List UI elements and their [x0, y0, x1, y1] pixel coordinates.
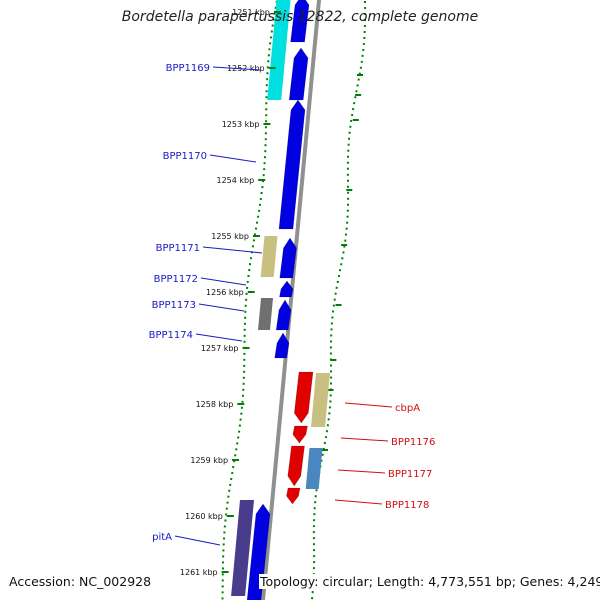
tick-label: 1258 kbp — [196, 400, 234, 409]
gene-label: BPP1169 — [166, 63, 210, 74]
cds-arrow — [246, 503, 271, 600]
label-leader — [195, 333, 243, 342]
label-leader — [200, 277, 247, 286]
tick-label: 1257 kbp — [201, 344, 239, 353]
gc-dots-left — [221, 0, 279, 600]
cds-arrow-reverse — [286, 487, 301, 505]
tick-label: 1255 kbp — [211, 232, 249, 241]
label-leader — [198, 303, 245, 312]
misc-feature-gray — [258, 298, 273, 330]
accession-text: Accession: NC_002928 — [9, 574, 152, 589]
cds-arrow — [288, 47, 309, 101]
tick-label: 1260 kbp — [185, 512, 223, 521]
backbone-line — [260, 0, 322, 600]
map-title: Bordetella parapertussis 12822, complete… — [121, 9, 479, 25]
gene-label: BPP1177 — [388, 469, 432, 480]
label-leader — [344, 402, 393, 408]
cds-arrow-reverse — [287, 445, 305, 487]
tick-label: 1256 kbp — [206, 288, 244, 297]
tick-label: 1259 kbp — [190, 456, 228, 465]
cds-arrow — [290, 0, 310, 43]
misc-feature-tan — [311, 373, 330, 427]
misc-feature-indigo — [231, 500, 254, 596]
feature-track — [231, 0, 330, 600]
tick-label: 1252 kbp — [227, 64, 265, 73]
cds-arrow — [279, 280, 294, 298]
cds-arrow — [275, 299, 292, 331]
gene-label: BPP1178 — [385, 500, 429, 511]
gene-label: BPP1171 — [156, 243, 200, 254]
gene-label: BPP1170 — [163, 151, 207, 162]
label-leader — [209, 154, 257, 163]
tick-label: 1251 kbp — [232, 8, 270, 17]
cyan-feature — [267, 0, 291, 100]
tick-label: 1253 kbp — [222, 120, 260, 129]
tick-label: 1261 kbp — [180, 568, 218, 577]
gene-label: pitA — [152, 532, 172, 543]
label-leader — [174, 535, 221, 546]
cds-arrow-reverse — [292, 425, 308, 444]
cds-arrow — [279, 237, 297, 279]
cds-arrow-reverse — [293, 371, 314, 424]
misc-feature-tan — [260, 236, 278, 277]
tick-label: 1254 kbp — [216, 176, 254, 185]
gene-label: cbpA — [395, 403, 420, 414]
kbp-tick-marks: 1251 kbp 1252 kbp 1253 kbp 1254 kbp 1255 kbp… — [180, 8, 281, 577]
gene-label: BPP1176 — [391, 437, 435, 448]
genome-backbone — [260, 0, 322, 600]
gene-label: BPP1173 — [152, 300, 196, 311]
label-leader — [212, 66, 261, 71]
gc-content-dots — [221, 0, 367, 600]
cds-arrow — [278, 99, 306, 230]
gene-labels: BPP1169 BPP1170 BPP1171 BPP1172 BPP1173 BPP11… — [149, 63, 435, 546]
cds-arrow — [274, 332, 290, 359]
gc-dots-right — [310, 0, 367, 600]
label-leader — [340, 437, 389, 442]
label-leader — [202, 246, 263, 254]
topology-text: Topology: circular; Length: 4,773,551 bp… — [259, 574, 600, 589]
label-leader — [334, 499, 383, 505]
label-leader — [337, 469, 386, 474]
gene-label: BPP1172 — [154, 274, 198, 285]
misc-feature-steel — [305, 448, 323, 489]
gene-label: BPP1174 — [149, 330, 193, 341]
